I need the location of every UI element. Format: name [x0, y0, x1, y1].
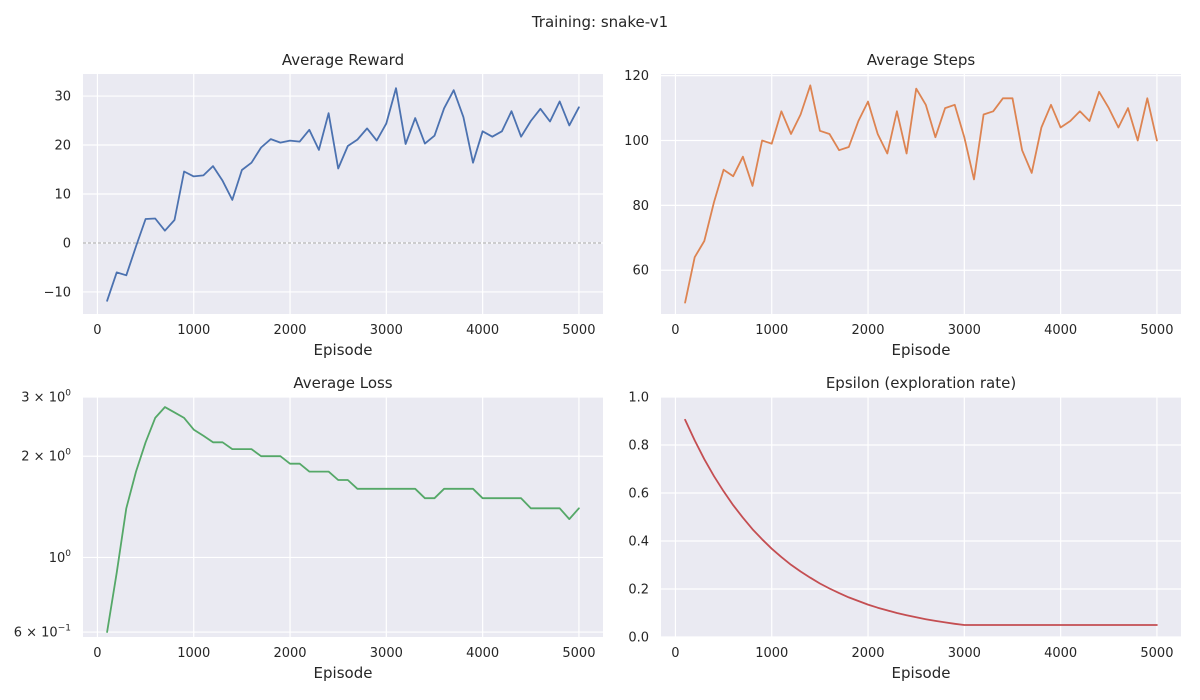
loss-plot-area — [83, 397, 603, 637]
epsilon-x-tick-label: 2000 — [851, 646, 884, 661]
average-steps-panel: 0 1000 2000 3000 4000 5000 60 80 100 120 Average S… — [624, 51, 1181, 359]
reward-y-tick-label: 30 — [54, 90, 71, 105]
epsilon-plot-area — [661, 397, 1181, 637]
loss-y-tick-exponent: 0 — [65, 549, 71, 559]
epsilon-panel: 0 1000 2000 3000 4000 5000 0.0 0.2 0.4 0.6 0.8 1.0 E… — [628, 374, 1181, 682]
loss-x-tick-label: 3000 — [370, 646, 403, 661]
steps-y-tick-label: 80 — [632, 199, 649, 214]
loss-series-line — [106, 406, 580, 633]
reward-x-axis-label: Episode — [314, 341, 373, 359]
loss-y-tick-label: 6 × 10−1 — [14, 624, 71, 641]
steps-plot-area — [661, 74, 1181, 314]
loss-chart-title: Average Loss — [293, 374, 392, 392]
loss-y-tick-base: 6 × 10 — [14, 626, 58, 641]
reward-y-tick-label: 10 — [54, 188, 71, 203]
loss-x-tick-label: 4000 — [466, 646, 499, 661]
reward-x-tick-label: 1000 — [177, 323, 210, 338]
epsilon-x-tick-label: 5000 — [1140, 646, 1173, 661]
steps-x-tick-label: 0 — [671, 323, 679, 338]
loss-x-tick-label: 1000 — [177, 646, 210, 661]
reward-x-tick-label: 5000 — [562, 323, 595, 338]
steps-y-tick-label: 100 — [624, 134, 649, 149]
loss-x-tick-label: 0 — [93, 646, 101, 661]
loss-y-tick-label: 2 × 100 — [21, 448, 71, 465]
reward-x-tick-label: 0 — [93, 323, 101, 338]
epsilon-y-tick-label: 0.4 — [628, 535, 649, 550]
steps-x-tick-label: 4000 — [1044, 323, 1077, 338]
average-reward-panel: 0 1000 2000 3000 4000 5000 −10 0 10 20 30 Average R… — [44, 51, 603, 359]
loss-y-tick-base: 2 × 10 — [21, 450, 65, 465]
figure-title: Training: snake-v1 — [531, 13, 668, 31]
reward-x-tick-label: 2000 — [273, 323, 306, 338]
steps-series-line — [684, 84, 1158, 304]
loss-y-tick-exponent: 0 — [65, 389, 71, 399]
steps-y-tick-label: 120 — [624, 69, 649, 84]
epsilon-y-tick-label: 0.8 — [628, 439, 649, 454]
loss-y-tick-label: 100 — [49, 549, 72, 566]
loss-y-tick-exponent: −1 — [58, 624, 71, 634]
loss-x-tick-label: 2000 — [273, 646, 306, 661]
steps-x-tick-label: 3000 — [948, 323, 981, 338]
reward-x-tick-label: 4000 — [466, 323, 499, 338]
loss-y-tick-base: 3 × 10 — [21, 391, 65, 406]
loss-x-axis-label: Episode — [314, 664, 373, 682]
epsilon-chart-title: Epsilon (exploration rate) — [826, 374, 1016, 392]
epsilon-y-tick-label: 1.0 — [628, 391, 649, 406]
steps-x-tick-label: 5000 — [1140, 323, 1173, 338]
steps-chart-title: Average Steps — [867, 51, 976, 69]
steps-y-tick-label: 60 — [632, 264, 649, 279]
reward-y-tick-label: −10 — [44, 285, 71, 300]
loss-y-tick-exponent: 0 — [65, 448, 71, 458]
epsilon-x-axis-label: Episode — [892, 664, 951, 682]
loss-y-tick-label: 3 × 100 — [21, 389, 71, 406]
reward-x-tick-label: 3000 — [370, 323, 403, 338]
epsilon-x-tick-label: 1000 — [755, 646, 788, 661]
reward-series-line — [106, 87, 580, 302]
epsilon-series-line — [684, 418, 1158, 626]
epsilon-y-tick-label: 0.6 — [628, 487, 649, 502]
steps-x-tick-label: 2000 — [851, 323, 884, 338]
epsilon-x-tick-label: 0 — [671, 646, 679, 661]
steps-x-axis-label: Episode — [892, 341, 951, 359]
steps-x-tick-label: 1000 — [755, 323, 788, 338]
reward-y-tick-label: 0 — [63, 236, 71, 251]
loss-x-tick-label: 5000 — [562, 646, 595, 661]
epsilon-y-tick-label: 0.2 — [628, 583, 649, 598]
reward-chart-title: Average Reward — [282, 51, 404, 69]
loss-y-tick-base: 10 — [49, 551, 66, 566]
reward-y-tick-label: 20 — [54, 139, 71, 154]
epsilon-x-tick-label: 4000 — [1044, 646, 1077, 661]
epsilon-y-tick-label: 0.0 — [628, 631, 649, 646]
epsilon-x-tick-label: 3000 — [948, 646, 981, 661]
